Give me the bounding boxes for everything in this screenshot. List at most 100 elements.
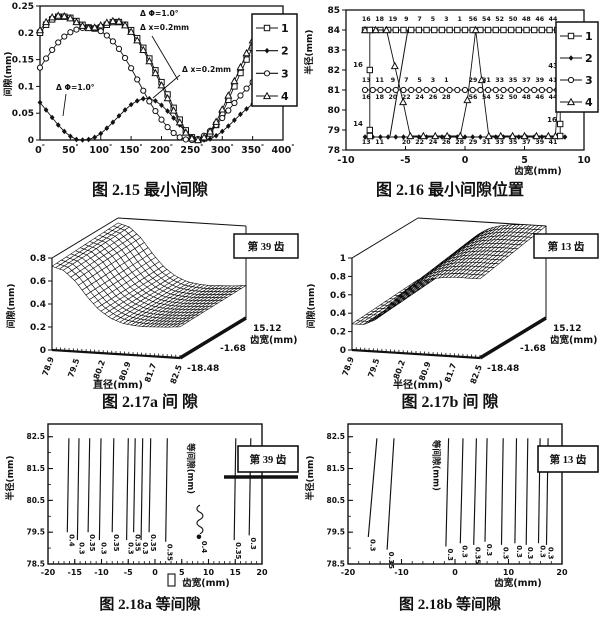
svg-text:54: 54 bbox=[482, 16, 491, 23]
figure-row-3: 82.5 81.5 80.5 79.5 78.5 -20 -15 -10 -5 0 5 10 15 20 0… bbox=[0, 416, 600, 618]
svg-text:28: 28 bbox=[455, 139, 464, 146]
svg-text:20: 20 bbox=[402, 139, 411, 146]
svg-text:35: 35 bbox=[509, 77, 518, 84]
svg-text:0.2: 0.2 bbox=[18, 29, 34, 39]
svg-text:-1.68: -1.68 bbox=[520, 344, 546, 354]
svg-text:81.5: 81.5 bbox=[326, 464, 345, 473]
svg-text:78.5: 78.5 bbox=[326, 560, 345, 569]
svg-text:半径(mm): 半径(mm) bbox=[393, 378, 443, 391]
svg-text:0.25: 0.25 bbox=[12, 2, 34, 12]
svg-text:0.3: 0.3 bbox=[446, 549, 454, 562]
svg-text:54: 54 bbox=[482, 94, 491, 101]
svg-text:26: 26 bbox=[429, 94, 438, 101]
figure-2-18b: 82.5 81.5 80.5 79.5 78.5 -20 -10 0 10 20 0.3 0.35 0.… bbox=[300, 416, 600, 618]
svg-text:0: 0 bbox=[152, 568, 158, 577]
svg-text:78.5: 78.5 bbox=[26, 560, 45, 569]
svg-text:-18.48: -18.48 bbox=[187, 364, 219, 374]
svg-text:79.5: 79.5 bbox=[26, 528, 45, 537]
svg-text:80.5: 80.5 bbox=[326, 496, 345, 505]
svg-text:80.9: 80.9 bbox=[417, 360, 432, 382]
svg-text:齿宽(mm): 齿宽(mm) bbox=[550, 334, 597, 346]
svg-text:0.05: 0.05 bbox=[12, 109, 34, 119]
svg-text:50: 50 bbox=[509, 16, 518, 23]
svg-text:0.3: 0.3 bbox=[485, 544, 493, 557]
fig-2-18b-plot: 82.581.580.579.578.5-20 -10 0 10 200.30.35 0.… bbox=[304, 423, 599, 589]
svg-text:82.5: 82.5 bbox=[169, 363, 184, 385]
svg-text:46: 46 bbox=[535, 94, 544, 101]
svg-text:0.6: 0.6 bbox=[30, 277, 46, 287]
svg-text:22: 22 bbox=[402, 94, 411, 101]
svg-text:0.3: 0.3 bbox=[77, 542, 85, 555]
figure-2-16: 78 79 80 81 82 83 84 85 -10 -5 0 5 10 16 18 19 9 7 5 3 1 56 54… bbox=[300, 0, 600, 204]
svg-text:0.4: 0.4 bbox=[200, 541, 208, 554]
svg-text:-10: -10 bbox=[94, 568, 109, 577]
svg-text:81.5: 81.5 bbox=[26, 464, 45, 473]
svg-text:15: 15 bbox=[230, 568, 242, 577]
svg-text:80: 80 bbox=[327, 106, 340, 116]
svg-text:0.3: 0.3 bbox=[99, 542, 107, 555]
svg-text:200°: 200° bbox=[150, 143, 173, 157]
svg-text:0.3: 0.3 bbox=[515, 545, 523, 558]
svg-text:0.6: 0.6 bbox=[330, 291, 346, 301]
svg-text:-15: -15 bbox=[68, 568, 83, 577]
svg-text:间隙(mm): 间隙(mm) bbox=[2, 52, 14, 97]
svg-text:39: 39 bbox=[535, 139, 544, 146]
svg-text:齿宽(mm): 齿宽(mm) bbox=[182, 577, 229, 589]
svg-text:20: 20 bbox=[389, 94, 398, 101]
svg-text:29: 29 bbox=[469, 139, 478, 146]
svg-text:41: 41 bbox=[549, 77, 558, 84]
svg-text:37: 37 bbox=[522, 139, 531, 146]
svg-text:56: 56 bbox=[469, 16, 478, 23]
fig-2-17b-caption: 图 2.17b 间 隙 bbox=[401, 394, 499, 411]
svg-text:-20: -20 bbox=[41, 568, 56, 577]
svg-text:0.3: 0.3 bbox=[141, 542, 149, 555]
svg-text:80.2: 80.2 bbox=[92, 359, 107, 381]
svg-text:11: 11 bbox=[375, 77, 384, 84]
fig-2-18b-caption: 图 2.18b 等间隙 bbox=[398, 597, 502, 613]
svg-text:56: 56 bbox=[469, 94, 478, 101]
svg-text:0: 0 bbox=[452, 568, 458, 577]
svg-text:82.5: 82.5 bbox=[469, 363, 484, 385]
svg-text:81.7: 81.7 bbox=[143, 362, 158, 384]
svg-text:44: 44 bbox=[549, 16, 558, 23]
svg-text:-10: -10 bbox=[337, 155, 355, 166]
svg-text:15.12: 15.12 bbox=[253, 324, 281, 334]
svg-text:16: 16 bbox=[547, 116, 557, 124]
svg-text:79.5: 79.5 bbox=[366, 357, 381, 379]
svg-text:33: 33 bbox=[495, 77, 504, 84]
svg-text:-5: -5 bbox=[124, 568, 133, 577]
svg-text:20: 20 bbox=[256, 568, 268, 577]
svg-text:Δ Φ=1.0°: Δ Φ=1.0° bbox=[140, 9, 179, 18]
svg-text:10: 10 bbox=[203, 568, 215, 577]
svg-text:52: 52 bbox=[495, 16, 504, 23]
svg-text:第 13 齿: 第 13 齿 bbox=[548, 240, 585, 253]
svg-text:79: 79 bbox=[327, 126, 340, 136]
svg-text:0: 0 bbox=[40, 346, 46, 356]
svg-text:37: 37 bbox=[522, 77, 531, 84]
svg-text:80.2: 80.2 bbox=[392, 359, 407, 381]
svg-text:3: 3 bbox=[431, 77, 435, 84]
svg-text:85: 85 bbox=[327, 6, 340, 16]
svg-text:300°: 300° bbox=[211, 143, 234, 157]
svg-text:35: 35 bbox=[509, 139, 518, 146]
figure-row-2: 0 0.2 0.4 0.6 0.8 78.9 79.5 80.2 80.9 81.7 82.5 -18… bbox=[0, 204, 600, 416]
fig-2-15-caption: 图 2.15 最小间隙 bbox=[91, 182, 208, 199]
svg-text:0.3: 0.3 bbox=[526, 547, 534, 560]
svg-text:齿宽(mm): 齿宽(mm) bbox=[514, 165, 561, 177]
svg-text:0.3: 0.3 bbox=[538, 545, 546, 558]
svg-text:10: 10 bbox=[577, 155, 591, 166]
svg-text:0.35: 0.35 bbox=[112, 534, 120, 551]
svg-text:0.3: 0.3 bbox=[460, 545, 468, 558]
svg-text:3: 3 bbox=[444, 16, 448, 23]
svg-text:0.35: 0.35 bbox=[166, 544, 174, 561]
svg-text:78.9: 78.9 bbox=[41, 355, 56, 377]
svg-text:1: 1 bbox=[585, 30, 593, 43]
svg-text:间隙(mm): 间隙(mm) bbox=[5, 284, 17, 329]
svg-text:Δ Φ=1.0°: Δ Φ=1.0° bbox=[56, 83, 95, 92]
svg-text:第 39 齿: 第 39 齿 bbox=[250, 453, 287, 466]
svg-text:48: 48 bbox=[522, 16, 531, 23]
svg-text:16: 16 bbox=[362, 94, 371, 101]
svg-text:0: 0 bbox=[28, 136, 34, 146]
svg-text:-10: -10 bbox=[394, 568, 409, 577]
